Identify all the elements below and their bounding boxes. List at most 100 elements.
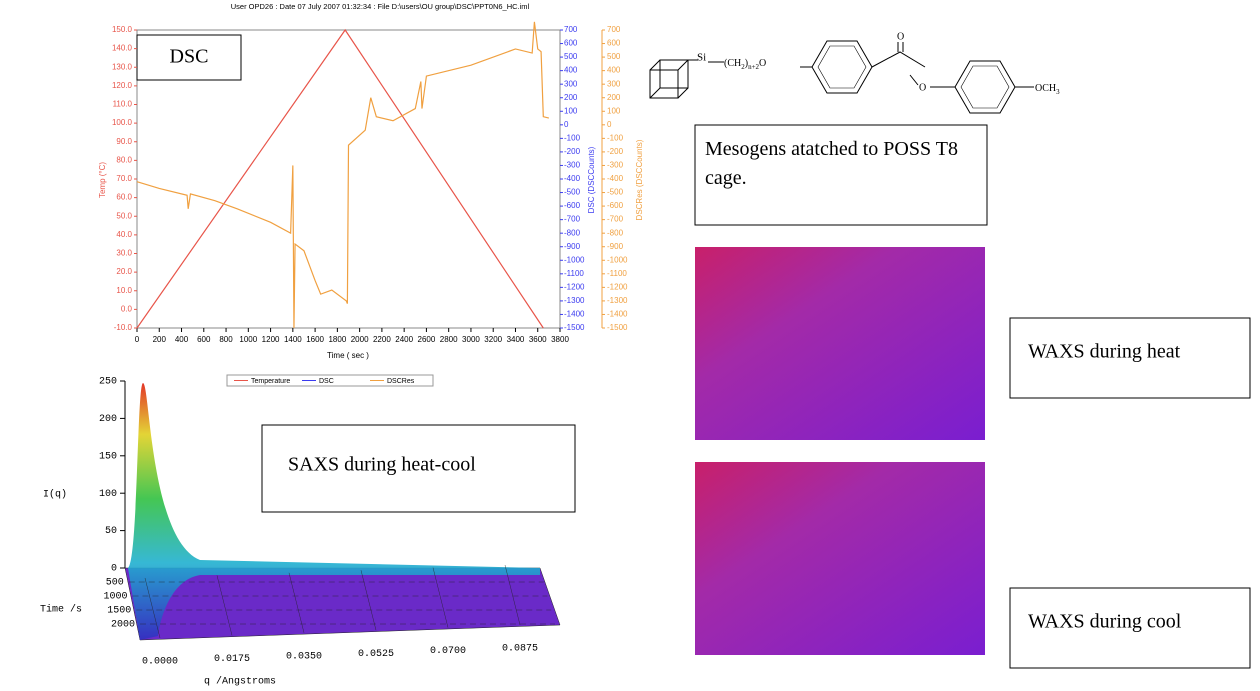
x-tick-label: 2200: [373, 335, 391, 344]
y-tick-label: 60.0: [116, 193, 132, 202]
z-tick-label: 200: [99, 414, 117, 425]
x-tick-label: 1200: [262, 335, 280, 344]
y2-tick-label: -200: [564, 147, 581, 156]
chain-part: (CH: [724, 58, 741, 69]
x-tick-label: 3800: [551, 335, 569, 344]
z-tick-label: 250: [99, 377, 117, 388]
x-tick-label: 0.0875: [502, 644, 538, 655]
y-tick-label: 150.0: [112, 25, 133, 34]
y3-tick-label: -200: [607, 147, 624, 156]
y3-tick-label: -800: [607, 228, 624, 237]
y2-tick-label: 500: [564, 52, 578, 61]
y2-tick-label: -500: [564, 188, 581, 197]
x-tick-label: 800: [219, 335, 233, 344]
atom: O: [897, 31, 904, 42]
chemical-structure: [650, 41, 1034, 113]
surface: [125, 568, 560, 640]
legend-label: DSCRes: [387, 378, 415, 385]
y2-tick-label: -300: [564, 161, 581, 170]
cube-edges: [650, 60, 698, 98]
y-axis-label: Time /s: [40, 604, 82, 616]
y3-axis-label: DSCRes (DSCCounts): [635, 139, 644, 220]
saxs-label: SAXS during heat-cool: [288, 454, 476, 476]
y3-tick-label: -500: [607, 188, 624, 197]
methoxy-part: 3: [1056, 88, 1060, 96]
y2-tick-label: 100: [564, 106, 578, 115]
y3-tick-label: 200: [607, 93, 621, 102]
y-tick-label: 50.0: [116, 211, 132, 220]
z-tick-label: 100: [99, 489, 117, 500]
y3-tick-label: 400: [607, 66, 621, 75]
x-tick-label: 0.0700: [430, 646, 466, 657]
y-tick-label: 20.0: [116, 267, 132, 276]
y2-tick-label: -700: [564, 215, 581, 224]
y3-tick-label: -1500: [607, 323, 628, 332]
y3-tick-label: -1200: [607, 282, 628, 291]
y-tick-label: 0.0: [121, 304, 133, 313]
y-tick-label: 40.0: [116, 230, 132, 239]
x-axis-label: Time ( sec ): [327, 351, 369, 360]
waxs-cool-label: WAXS during cool: [1028, 611, 1182, 633]
x-tick-label: 600: [197, 335, 211, 344]
y-tick-label: 140.0: [112, 44, 133, 53]
y2-tick-label: -1100: [564, 269, 584, 278]
x-tick-label: 3000: [462, 335, 480, 344]
y3-tick-label: -600: [607, 201, 624, 210]
x-tick-label: 400: [175, 335, 189, 344]
text-box-content: Mesogens atatched to POSS T8 cage.: [705, 135, 980, 220]
x-tick-label: 0.0525: [358, 649, 394, 660]
y3-tick-label: -1100: [607, 269, 627, 278]
x-axis-label: q /Angstroms: [204, 676, 276, 686]
waxs-heat-label: WAXS during heat: [1028, 341, 1181, 363]
y-tick-label: -10.0: [114, 323, 133, 332]
y3-tick-label: -1000: [607, 255, 628, 264]
y3-tick-label: -900: [607, 242, 624, 251]
atom: O: [919, 82, 926, 93]
y-tick-label: 90.0: [116, 137, 132, 146]
x-tick-label: 3400: [507, 335, 525, 344]
y-tick-label: 30.0: [116, 249, 132, 258]
y2-tick-label: -1400: [564, 310, 585, 319]
y2-tick-label: -1200: [564, 282, 585, 291]
y-tick-label: 70.0: [116, 174, 132, 183]
chart-header: User OPD26 : Date 07 July 2007 01:32:34 …: [231, 2, 530, 11]
y-tick-label: 110.0: [113, 100, 133, 109]
y3-tick-label: -700: [607, 215, 624, 224]
x-tick-label: 3600: [529, 335, 547, 344]
dsc-chart: User OPD26 : Date 07 July 2007 01:32:34 …: [98, 2, 644, 386]
benzene-ring: [812, 41, 872, 93]
x-tick-label: 0: [135, 335, 140, 344]
y3-tick-label: -100: [607, 133, 624, 142]
waxs-heat-image: [695, 247, 985, 440]
y3-tick-label: 700: [607, 25, 621, 34]
y3-tick-label: 0: [607, 120, 612, 129]
y2-tick-label: -800: [564, 228, 581, 237]
chain-part: n+2: [748, 63, 759, 71]
ring-inner: [818, 46, 866, 88]
y2-tick-label: 600: [564, 39, 578, 48]
atom: Si: [697, 52, 706, 64]
y3-tick-label: -1300: [607, 296, 628, 305]
legend-label: Temperature: [251, 378, 290, 385]
y2-tick-label: 700: [564, 25, 578, 34]
chain: (CH2)n+2O: [724, 58, 766, 70]
x-tick-label: 0.0000: [142, 657, 178, 668]
benzene-ring: [955, 61, 1015, 113]
y3-tick-label: 300: [607, 79, 621, 88]
y-tick-label: 1500: [107, 606, 131, 617]
y2-axis-label: DSC (DSCCounts): [587, 146, 596, 213]
y-tick-label: 2000: [111, 620, 135, 631]
y2-tick-label: -1000: [564, 255, 585, 264]
x-tick-label: 0.0175: [214, 654, 250, 665]
waxs-cool-image: [695, 462, 985, 655]
y2-tick-label: 200: [564, 93, 578, 102]
z-tick-label: 0: [111, 564, 117, 575]
mesogens-label: Mesogens atatched to POSS T8 cage.: [705, 135, 980, 193]
y2-tick-label: -900: [564, 242, 581, 251]
x-tick-label: 3200: [484, 335, 502, 344]
x-tick-label: 2000: [351, 335, 369, 344]
methoxy: OCH3: [1035, 83, 1060, 95]
x-tick-label: 2600: [418, 335, 436, 344]
methoxy-part: OCH: [1035, 83, 1056, 94]
y-tick-label: 500: [106, 578, 124, 589]
